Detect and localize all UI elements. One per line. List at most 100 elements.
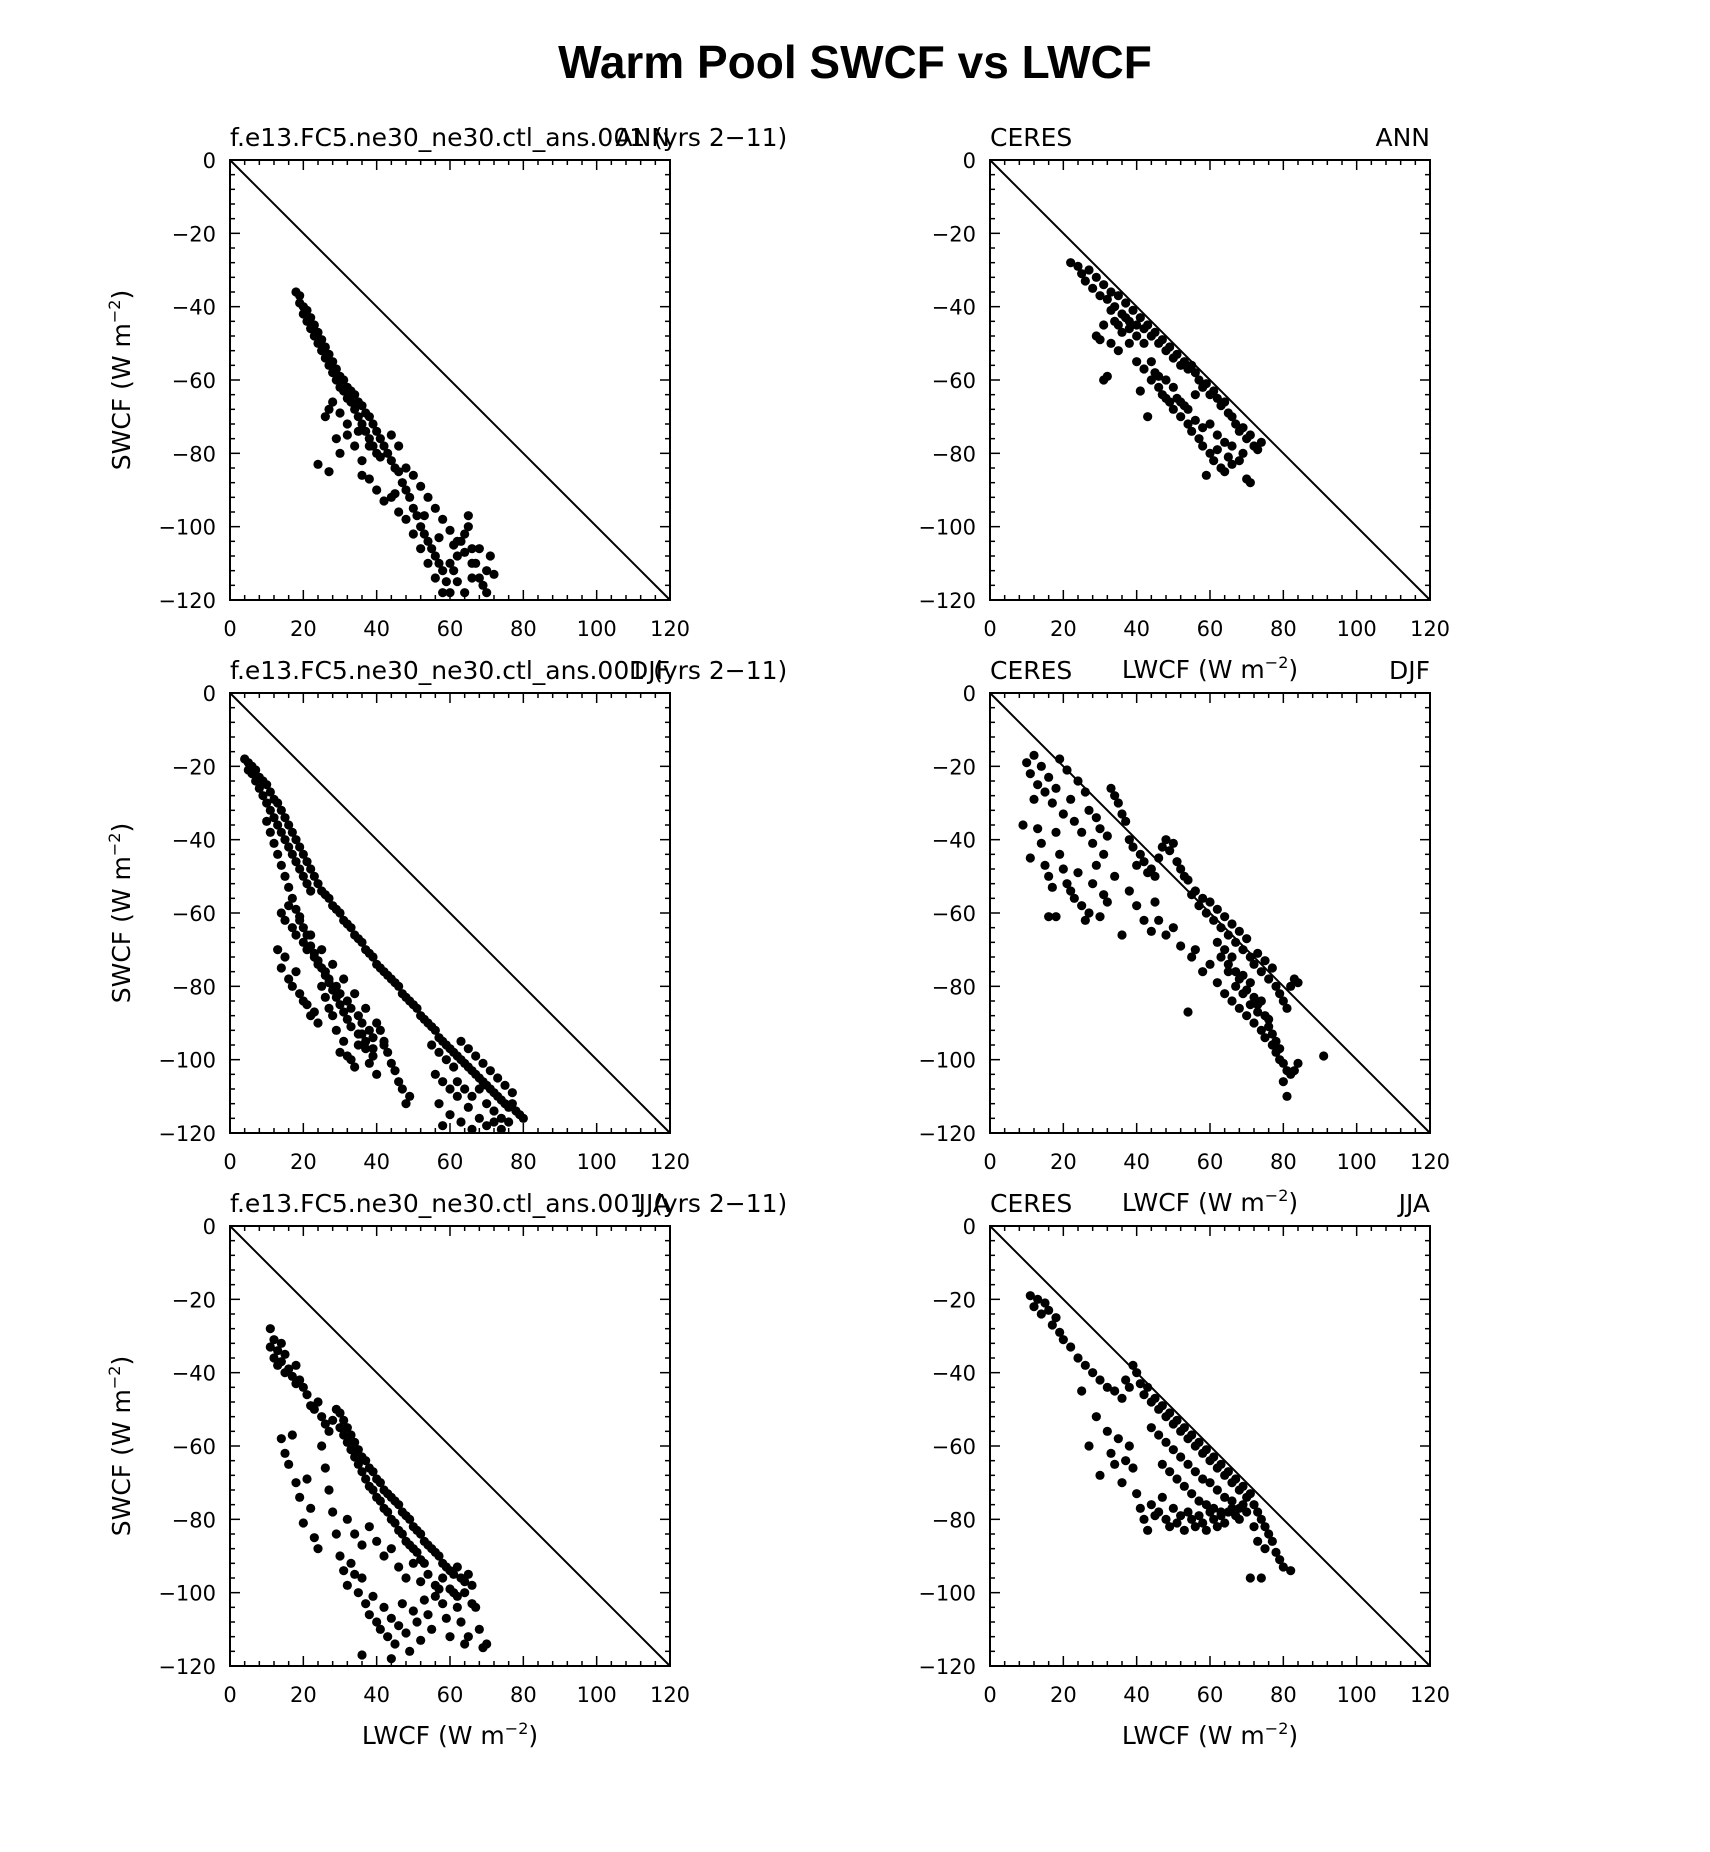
data-point — [1132, 357, 1142, 367]
data-point — [397, 1599, 407, 1609]
data-point — [452, 1602, 462, 1612]
data-point — [1267, 1029, 1277, 1039]
data-point — [1209, 915, 1219, 925]
data-point — [416, 481, 426, 491]
y-tick-label: −60 — [932, 369, 976, 393]
data-point — [1099, 849, 1109, 859]
data-point — [1113, 798, 1123, 808]
data-point — [456, 1036, 466, 1046]
data-point — [324, 978, 334, 988]
panel-left-label: CERES — [990, 1189, 1072, 1218]
data-point — [1157, 1401, 1167, 1411]
data-point — [1117, 1478, 1127, 1488]
data-point — [273, 798, 283, 808]
data-point — [335, 448, 345, 458]
data-point — [280, 915, 290, 925]
data-point — [401, 1099, 411, 1109]
data-point — [320, 1419, 330, 1429]
y-tick-label: −60 — [172, 1435, 216, 1459]
x-tick-label: 20 — [290, 1683, 317, 1707]
panel-season-label: JJA — [1397, 1189, 1430, 1218]
data-point — [1289, 1066, 1299, 1076]
data-point — [405, 492, 415, 502]
data-point — [1212, 430, 1222, 440]
data-point — [1128, 1463, 1138, 1473]
data-point — [350, 441, 360, 451]
data-point — [353, 426, 363, 436]
data-point — [452, 551, 462, 561]
data-point — [1161, 930, 1171, 940]
x-tick-label: 120 — [650, 1683, 690, 1707]
data-point — [324, 893, 334, 903]
data-point — [1223, 930, 1233, 940]
data-point — [1168, 1445, 1178, 1455]
data-point — [1095, 824, 1105, 834]
data-point — [1117, 930, 1127, 940]
data-point — [1260, 1522, 1270, 1532]
data-point — [1058, 864, 1068, 874]
data-point — [1212, 904, 1222, 914]
data-point — [1245, 1489, 1255, 1499]
y-tick-label: −100 — [158, 516, 216, 540]
data-point — [1143, 320, 1153, 330]
x-tick-label: 100 — [1337, 1683, 1377, 1707]
data-point — [379, 496, 389, 506]
data-point — [423, 1610, 433, 1620]
data-point — [324, 404, 334, 414]
data-point — [434, 1047, 444, 1057]
data-point — [1275, 989, 1285, 999]
data-point — [1245, 978, 1255, 988]
data-point — [507, 1088, 517, 1098]
data-point — [441, 1055, 451, 1065]
data-point — [295, 864, 305, 874]
data-point — [1102, 831, 1112, 841]
data-point — [331, 364, 341, 374]
data-point — [284, 901, 294, 911]
data-point — [276, 908, 286, 918]
data-point — [317, 963, 327, 973]
data-point — [324, 1003, 334, 1013]
data-point — [1165, 1522, 1175, 1532]
data-point — [1234, 456, 1244, 466]
data-point — [1231, 419, 1241, 429]
data-point — [1172, 349, 1182, 359]
data-point — [1227, 1503, 1237, 1513]
data-point — [390, 489, 400, 499]
data-point — [1187, 360, 1197, 370]
data-point — [1256, 1025, 1266, 1035]
y-tick-label: −100 — [158, 1049, 216, 1073]
data-point — [291, 857, 301, 867]
data-point — [434, 1551, 444, 1561]
data-point — [1124, 886, 1134, 896]
y-tick-label: −80 — [172, 1508, 216, 1532]
data-point — [397, 478, 407, 488]
data-point — [445, 1584, 455, 1594]
data-point — [280, 1349, 290, 1359]
data-point — [1106, 338, 1116, 348]
data-point — [1282, 1091, 1292, 1101]
data-point — [430, 573, 440, 583]
y-tick-label: −20 — [932, 222, 976, 246]
y-tick-label: −60 — [932, 1435, 976, 1459]
data-point — [1245, 478, 1255, 488]
data-point — [1212, 1522, 1222, 1532]
data-point — [1095, 1470, 1105, 1480]
data-point — [1256, 437, 1266, 447]
data-point — [368, 952, 378, 962]
data-point — [339, 1036, 349, 1046]
data-point — [357, 401, 367, 411]
data-point — [339, 974, 349, 984]
data-point — [1253, 445, 1263, 455]
y-tick-label: −40 — [172, 296, 216, 320]
data-point — [287, 923, 297, 933]
data-point — [408, 1606, 418, 1616]
data-point — [1132, 331, 1142, 341]
data-point — [353, 412, 363, 422]
data-point — [452, 1591, 462, 1601]
data-point — [474, 544, 484, 554]
data-point — [302, 1390, 312, 1400]
data-point — [1201, 470, 1211, 480]
y-tick-label: −100 — [918, 516, 976, 540]
data-point — [412, 1003, 422, 1013]
data-point — [313, 1544, 323, 1554]
